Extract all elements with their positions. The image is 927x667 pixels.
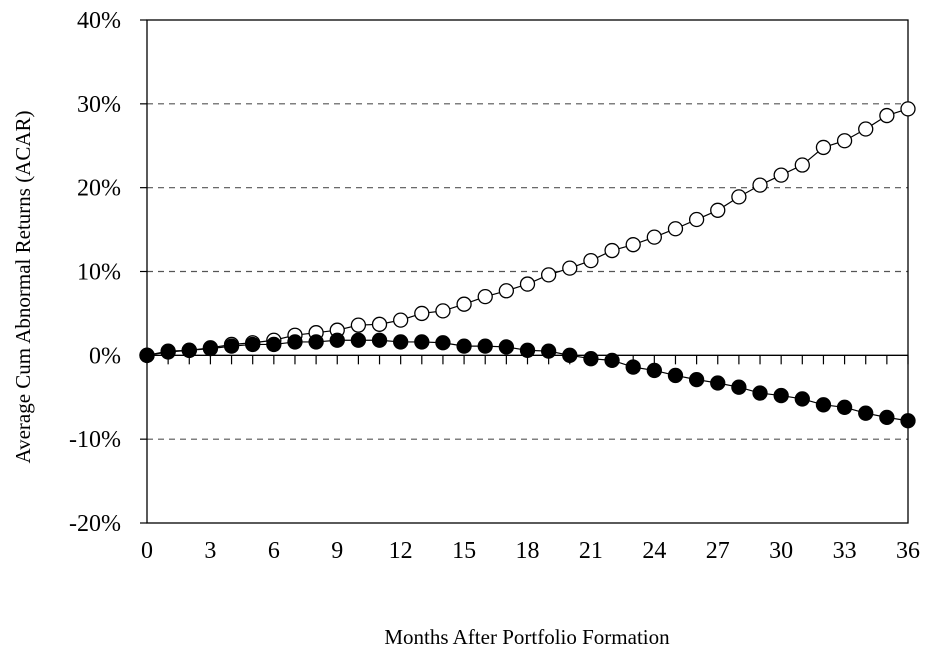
- open-point: [519, 276, 536, 292]
- filled-point: [752, 385, 768, 401]
- filled-point: [223, 338, 240, 354]
- filled-point: [477, 338, 493, 354]
- filled-point: [646, 362, 662, 379]
- filled-point: [139, 347, 155, 363]
- filled-point: [688, 371, 705, 388]
- y-tick-label: 20%: [77, 176, 121, 202]
- filled-point: [456, 338, 472, 354]
- series-layer: [139, 101, 916, 429]
- open-point: [646, 229, 662, 245]
- x-tick-label: 6: [268, 538, 280, 564]
- open-point: [900, 101, 916, 117]
- open-point: [498, 283, 515, 299]
- filled-point: [794, 391, 810, 407]
- filled-point: [498, 339, 515, 355]
- filled-point: [329, 332, 345, 348]
- filled-point: [287, 334, 303, 350]
- x-tick-label: 24: [642, 538, 666, 564]
- x-tick-label: 21: [579, 538, 603, 564]
- filled-point: [414, 334, 430, 350]
- open-point: [688, 211, 705, 228]
- filled-point: [815, 397, 832, 413]
- open-point: [858, 121, 874, 137]
- filled-point: [836, 399, 853, 415]
- open-point: [393, 312, 409, 328]
- filled-point: [731, 379, 747, 395]
- filled-point: [710, 375, 726, 391]
- open-point: [540, 267, 557, 283]
- open-point: [879, 107, 895, 124]
- x-axis-title: Months After Portfolio Formation: [384, 625, 670, 649]
- open-point: [456, 296, 472, 312]
- open-point: [604, 242, 620, 259]
- open-point: [731, 189, 747, 205]
- open-point: [625, 237, 641, 253]
- filled-point: [371, 332, 388, 348]
- open-point: [477, 288, 493, 305]
- x-tick-label: 3: [204, 538, 216, 564]
- x-tick-label: 30: [769, 538, 793, 564]
- x-tick-label: 15: [452, 538, 476, 564]
- filled-point: [879, 409, 895, 426]
- y-tick-label: -20%: [69, 511, 121, 537]
- x-tick-label: 18: [516, 538, 540, 564]
- label-layer: -20%-10%0%10%20%30%40%0 3 6 9 12 15 18 21 24 27 30…: [69, 8, 920, 564]
- series-1: [139, 101, 916, 363]
- x-tick-label: 9: [331, 538, 343, 564]
- filled-point: [604, 352, 620, 369]
- filled-point: [202, 340, 219, 357]
- y-tick-label: 40%: [77, 8, 121, 34]
- open-point: [435, 303, 451, 319]
- open-point: [583, 252, 599, 269]
- open-point: [371, 316, 388, 332]
- filled-point: [181, 342, 197, 358]
- y-tick-label: 0%: [89, 343, 121, 369]
- y-tick-label: -10%: [69, 427, 121, 453]
- series-line: [146, 108, 909, 356]
- filled-point: [435, 335, 451, 351]
- y-axis-title: Average Cum Abnormal Returns (ACAR): [11, 110, 35, 463]
- filled-point: [245, 336, 261, 353]
- series-2: [139, 332, 916, 429]
- open-point: [350, 317, 367, 333]
- filled-point: [900, 413, 916, 429]
- y-tick-label: 10%: [77, 260, 121, 286]
- open-point: [773, 167, 789, 183]
- filled-point: [393, 334, 409, 350]
- filled-point: [773, 387, 789, 404]
- filled-point: [667, 367, 684, 384]
- open-point: [667, 221, 684, 237]
- x-tick-label: 12: [389, 538, 413, 564]
- filled-point: [350, 332, 367, 348]
- open-point: [752, 177, 768, 193]
- open-point: [562, 260, 578, 276]
- x-tick-label: 27: [706, 538, 730, 564]
- filled-point: [562, 347, 578, 363]
- open-point: [836, 133, 853, 149]
- grid-layer: [147, 103, 908, 440]
- filled-point: [858, 405, 874, 421]
- filled-point: [308, 334, 324, 350]
- open-point: [710, 202, 726, 218]
- filled-point: [160, 343, 176, 359]
- filled-point: [540, 343, 557, 359]
- filled-point: [583, 351, 599, 367]
- open-point: [815, 139, 832, 156]
- y-tick-label: 30%: [77, 92, 121, 118]
- open-point: [794, 157, 810, 173]
- open-point: [414, 305, 430, 322]
- x-tick-label: 0: [141, 538, 153, 564]
- filled-point: [519, 342, 536, 358]
- filled-point: [625, 359, 641, 375]
- x-tick-label: 33: [833, 538, 857, 564]
- filled-point: [266, 336, 282, 353]
- x-tick-label: 36: [896, 538, 920, 564]
